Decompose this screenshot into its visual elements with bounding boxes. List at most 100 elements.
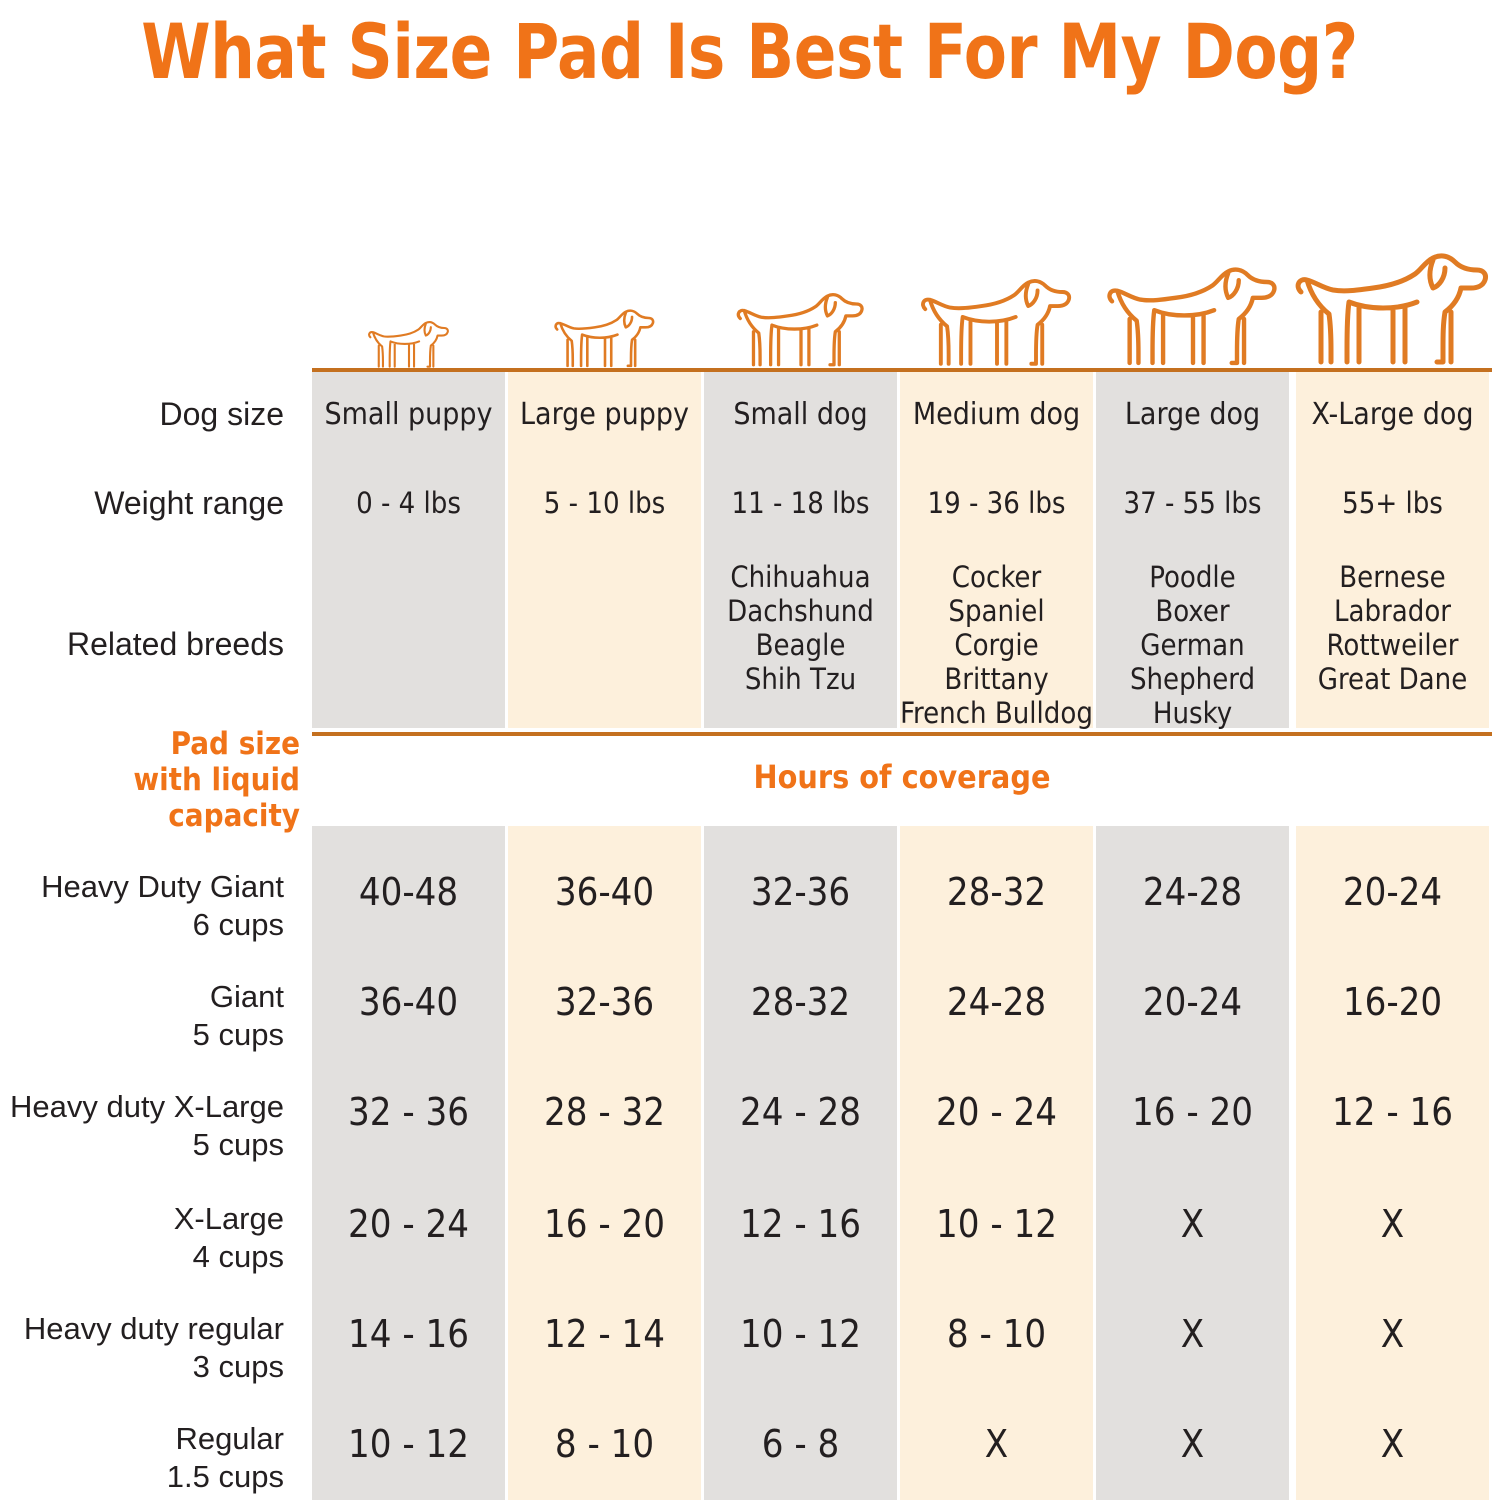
dog-size-header-4: Medium dog <box>912 396 1081 432</box>
column-band-cream <box>1296 372 1489 728</box>
breed-name: Beagle <box>755 628 846 662</box>
small-dog-icon <box>704 220 897 370</box>
coverage-cell-r1-c4: 28-32 <box>946 870 1047 914</box>
row-label-weight-range: Weight range <box>94 484 284 521</box>
coverage-cell-r2-c6: 16-20 <box>1342 980 1443 1024</box>
pad-size-name: Heavy duty X-Large <box>10 1089 284 1124</box>
coverage-cell-r4-c6: X <box>1380 1202 1405 1246</box>
coverage-cell-r4-c3: 12 - 16 <box>739 1202 862 1246</box>
breed-name: Bernese <box>1339 560 1446 594</box>
weight-range-value-6: 55+ lbs <box>1342 486 1443 520</box>
breed-name: Rottweiler <box>1326 628 1459 662</box>
pad-size-row-label-3: Heavy duty X-Large 5 cups <box>0 1060 296 1164</box>
related-breeds-cell-5: Poodle Boxer German Shepherd Husky <box>1096 556 1289 736</box>
breed-name: Husky <box>1152 696 1233 730</box>
coverage-cell-r5-c4: 8 - 10 <box>946 1312 1047 1356</box>
large-dog-icon <box>1096 220 1289 370</box>
weight-range-value-3: 11 - 18 lbs <box>731 486 870 520</box>
breed-name: Corgie <box>954 628 1039 662</box>
column-band-cream <box>1296 826 1489 1500</box>
dog-size-header-1: Small puppy <box>324 396 493 432</box>
breed-name: Boxer <box>1155 594 1230 628</box>
breed-name: Poodle <box>1149 560 1236 594</box>
coverage-cell-r6-c1: 10 - 12 <box>347 1422 470 1466</box>
pad-size-capacity: 3 cups <box>192 1349 284 1384</box>
column-band-gray <box>312 372 505 728</box>
weight-range-value-2: 5 - 10 lbs <box>543 486 666 520</box>
coverage-cell-r2-c2: 32-36 <box>554 980 655 1024</box>
coverage-cell-r3-c5: 16 - 20 <box>1131 1090 1254 1134</box>
pad-size-name: X-Large <box>173 1201 284 1236</box>
medium-dog-icon <box>900 220 1093 370</box>
column-band-gray <box>1096 826 1289 1500</box>
column-band-cream <box>508 826 701 1500</box>
coverage-cell-r3-c4: 20 - 24 <box>935 1090 1058 1134</box>
pad-size-capacity: 1.5 cups <box>166 1459 284 1494</box>
breed-name: Cocker Spaniel <box>948 560 1045 628</box>
coverage-cell-r6-c5: X <box>1180 1422 1205 1466</box>
coverage-cell-r5-c1: 14 - 16 <box>347 1312 470 1356</box>
breed-name: Shepherd <box>1129 662 1256 696</box>
coverage-cell-r6-c2: 8 - 10 <box>554 1422 655 1466</box>
pad-size-row-label-5: Heavy duty regular 3 cups <box>0 1282 296 1386</box>
weight-range-value-1: 0 - 4 lbs <box>356 486 461 520</box>
related-breeds-cell-2 <box>508 556 701 736</box>
related-breeds-cell-6: Bernese Labrador Rottweiler Great Dane <box>1296 556 1489 736</box>
column-band-gray <box>704 372 897 728</box>
related-breeds-cell-4: Cocker Spaniel Corgie Brittany French Bulld… <box>900 556 1093 736</box>
coverage-cell-r3-c2: 28 - 32 <box>543 1090 666 1134</box>
coverage-cell-r3-c6: 12 - 16 <box>1331 1090 1454 1134</box>
page-title: What Size Pad Is Best For My Dog? <box>141 7 1358 96</box>
column-band-gray <box>704 826 897 1500</box>
breed-name: Labrador <box>1333 594 1452 628</box>
breed-name: French Bulldog <box>900 696 1093 730</box>
pad-size-caption-line1: Pad size <box>170 726 300 762</box>
coverage-cell-r2-c5: 20-24 <box>1142 980 1243 1024</box>
ground-line <box>312 368 1492 372</box>
dog-size-header-2: Large puppy <box>520 396 689 432</box>
breed-name: Dachshund <box>727 594 874 628</box>
coverage-cell-r1-c5: 24-28 <box>1142 870 1243 914</box>
coverage-cell-r3-c3: 24 - 28 <box>739 1090 862 1134</box>
breed-name: Brittany <box>944 662 1049 696</box>
coverage-cell-r6-c3: 6 - 8 <box>761 1422 840 1466</box>
coverage-cell-r5-c5: X <box>1180 1312 1205 1356</box>
coverage-cell-r5-c3: 10 - 12 <box>739 1312 862 1356</box>
coverage-cell-r1-c1: 40-48 <box>358 870 459 914</box>
coverage-cell-r4-c5: X <box>1180 1202 1205 1246</box>
row-label-dog-size: Dog size <box>159 395 285 432</box>
pad-size-row-label-4: X-Large 4 cups <box>0 1172 296 1276</box>
coverage-cell-r1-c3: 32-36 <box>750 870 851 914</box>
coverage-cell-r5-c2: 12 - 14 <box>543 1312 666 1356</box>
pad-size-capacity: 4 cups <box>192 1239 284 1274</box>
related-breeds-cell-3: Chihuahua Dachshund Beagle Shih Tzu <box>704 556 897 736</box>
column-band-gray <box>1096 372 1289 728</box>
large-puppy-dog-icon <box>508 220 701 370</box>
pad-size-capacity: 5 cups <box>192 1127 284 1162</box>
related-breeds-cell-1 <box>312 556 505 736</box>
small-puppy-dog-icon <box>312 220 505 370</box>
coverage-cell-r2-c4: 24-28 <box>946 980 1047 1024</box>
pad-size-row-label-6: Regular 1.5 cups <box>0 1392 296 1496</box>
pad-size-name: Regular <box>175 1421 284 1456</box>
breed-name: German <box>1140 628 1245 662</box>
coverage-cell-r1-c6: 20-24 <box>1342 870 1443 914</box>
hours-of-coverage-caption: Hours of coverage <box>753 758 1051 796</box>
pad-size-caption: Pad size with liquid capacity <box>0 726 300 834</box>
coverage-cell-r2-c1: 36-40 <box>358 980 459 1024</box>
column-band-cream <box>508 372 701 728</box>
coverage-cell-r6-c4: X <box>984 1422 1009 1466</box>
pad-size-caption-line2: with liquid capacity <box>133 762 300 834</box>
weight-range-value-5: 37 - 55 lbs <box>1123 486 1262 520</box>
pad-size-capacity: 5 cups <box>192 1017 284 1052</box>
breed-name: Shih Tzu <box>744 662 857 696</box>
column-band-cream <box>900 826 1093 1500</box>
coverage-cell-r2-c3: 28-32 <box>750 980 851 1024</box>
pad-size-row-label-2: Giant 5 cups <box>0 950 296 1054</box>
pad-size-capacity: 6 cups <box>192 907 284 942</box>
section-divider <box>312 732 1492 736</box>
column-band-gray <box>312 826 505 1500</box>
coverage-cell-r1-c2: 36-40 <box>554 870 655 914</box>
pad-size-name: Heavy duty regular <box>23 1311 284 1346</box>
dog-silhouette-strip <box>312 160 1492 370</box>
